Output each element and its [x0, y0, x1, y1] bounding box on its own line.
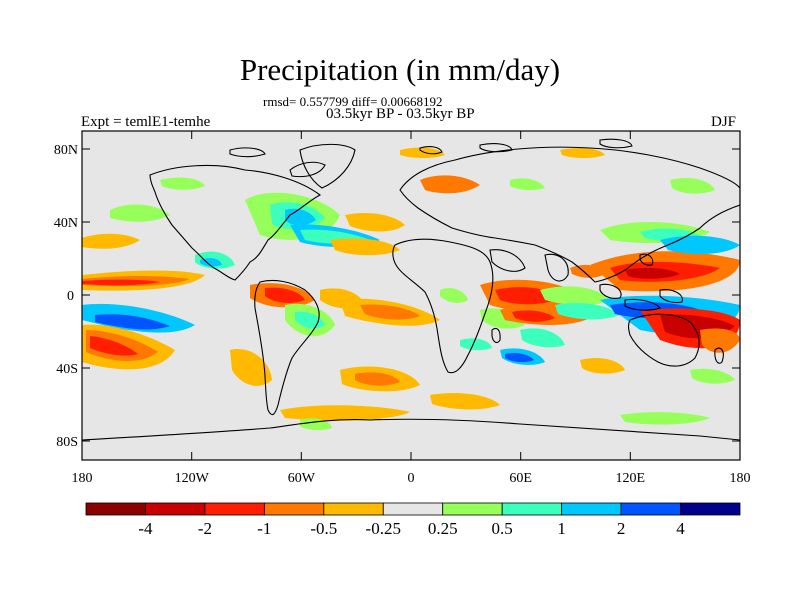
x-tick-label: 120E [616, 471, 646, 486]
period-label: 03.5kyr BP - 03.5kyr BP [326, 106, 475, 122]
colorbar-swatch [145, 502, 206, 516]
colorbar-labels: -4 -2 -1 -0.5 -0.25 0.25 0.5 1 2 4 [138, 519, 685, 538]
colorbar-swatch [85, 502, 146, 516]
colorbar-swatch [501, 502, 563, 516]
colorbar-label: 2 [617, 519, 626, 538]
y-axis [82, 148, 740, 442]
colorbar-swatch [204, 502, 265, 516]
colorbar-swatch [442, 502, 503, 516]
y-tick-label: 40S [56, 362, 78, 377]
x-tick-label: 180 [72, 471, 93, 486]
coastlines [82, 138, 740, 441]
season-label: DJF [711, 114, 737, 130]
colorbar-swatch [561, 502, 622, 516]
colorbar-swatch [620, 502, 681, 516]
colorbar-swatch [323, 502, 384, 516]
colorbar [85, 502, 741, 516]
colorbar-label: -2 [198, 519, 212, 538]
colorbar-label: -4 [138, 519, 153, 538]
y-tick-label: 80S [56, 435, 78, 450]
stats-label: rmsd= 0.557799 diff= 0.00668192 [263, 94, 443, 109]
colorbar-label: -0.5 [310, 519, 337, 538]
x-tick-label: 60E [509, 471, 532, 486]
x-tick-label: 120W [175, 471, 210, 486]
colorbar-label: 0.25 [428, 519, 458, 538]
y-tick-label: 0 [67, 289, 74, 304]
colorbar-label: -0.25 [366, 519, 401, 538]
colorbar-label: 1 [557, 519, 566, 538]
y-tick-label: 80N [54, 143, 78, 158]
colorbar-label: -1 [257, 519, 271, 538]
plot-title: Precipitation (in mm/day) [239, 52, 561, 87]
colorbar-swatch [680, 502, 741, 516]
x-tick-label: 60W [288, 471, 316, 486]
colorbar-swatch [263, 502, 325, 516]
colorbar-label: 0.5 [492, 519, 513, 538]
y-tick-label: 40N [54, 216, 78, 231]
x-axis [81, 131, 741, 460]
x-tick-label: 0 [408, 471, 415, 486]
colorbar-label: 4 [676, 519, 685, 538]
colorbar-swatch [382, 502, 444, 516]
x-tick-label: 180 [730, 471, 751, 486]
experiment-label: Expt = temlE1-temhe [81, 114, 211, 130]
